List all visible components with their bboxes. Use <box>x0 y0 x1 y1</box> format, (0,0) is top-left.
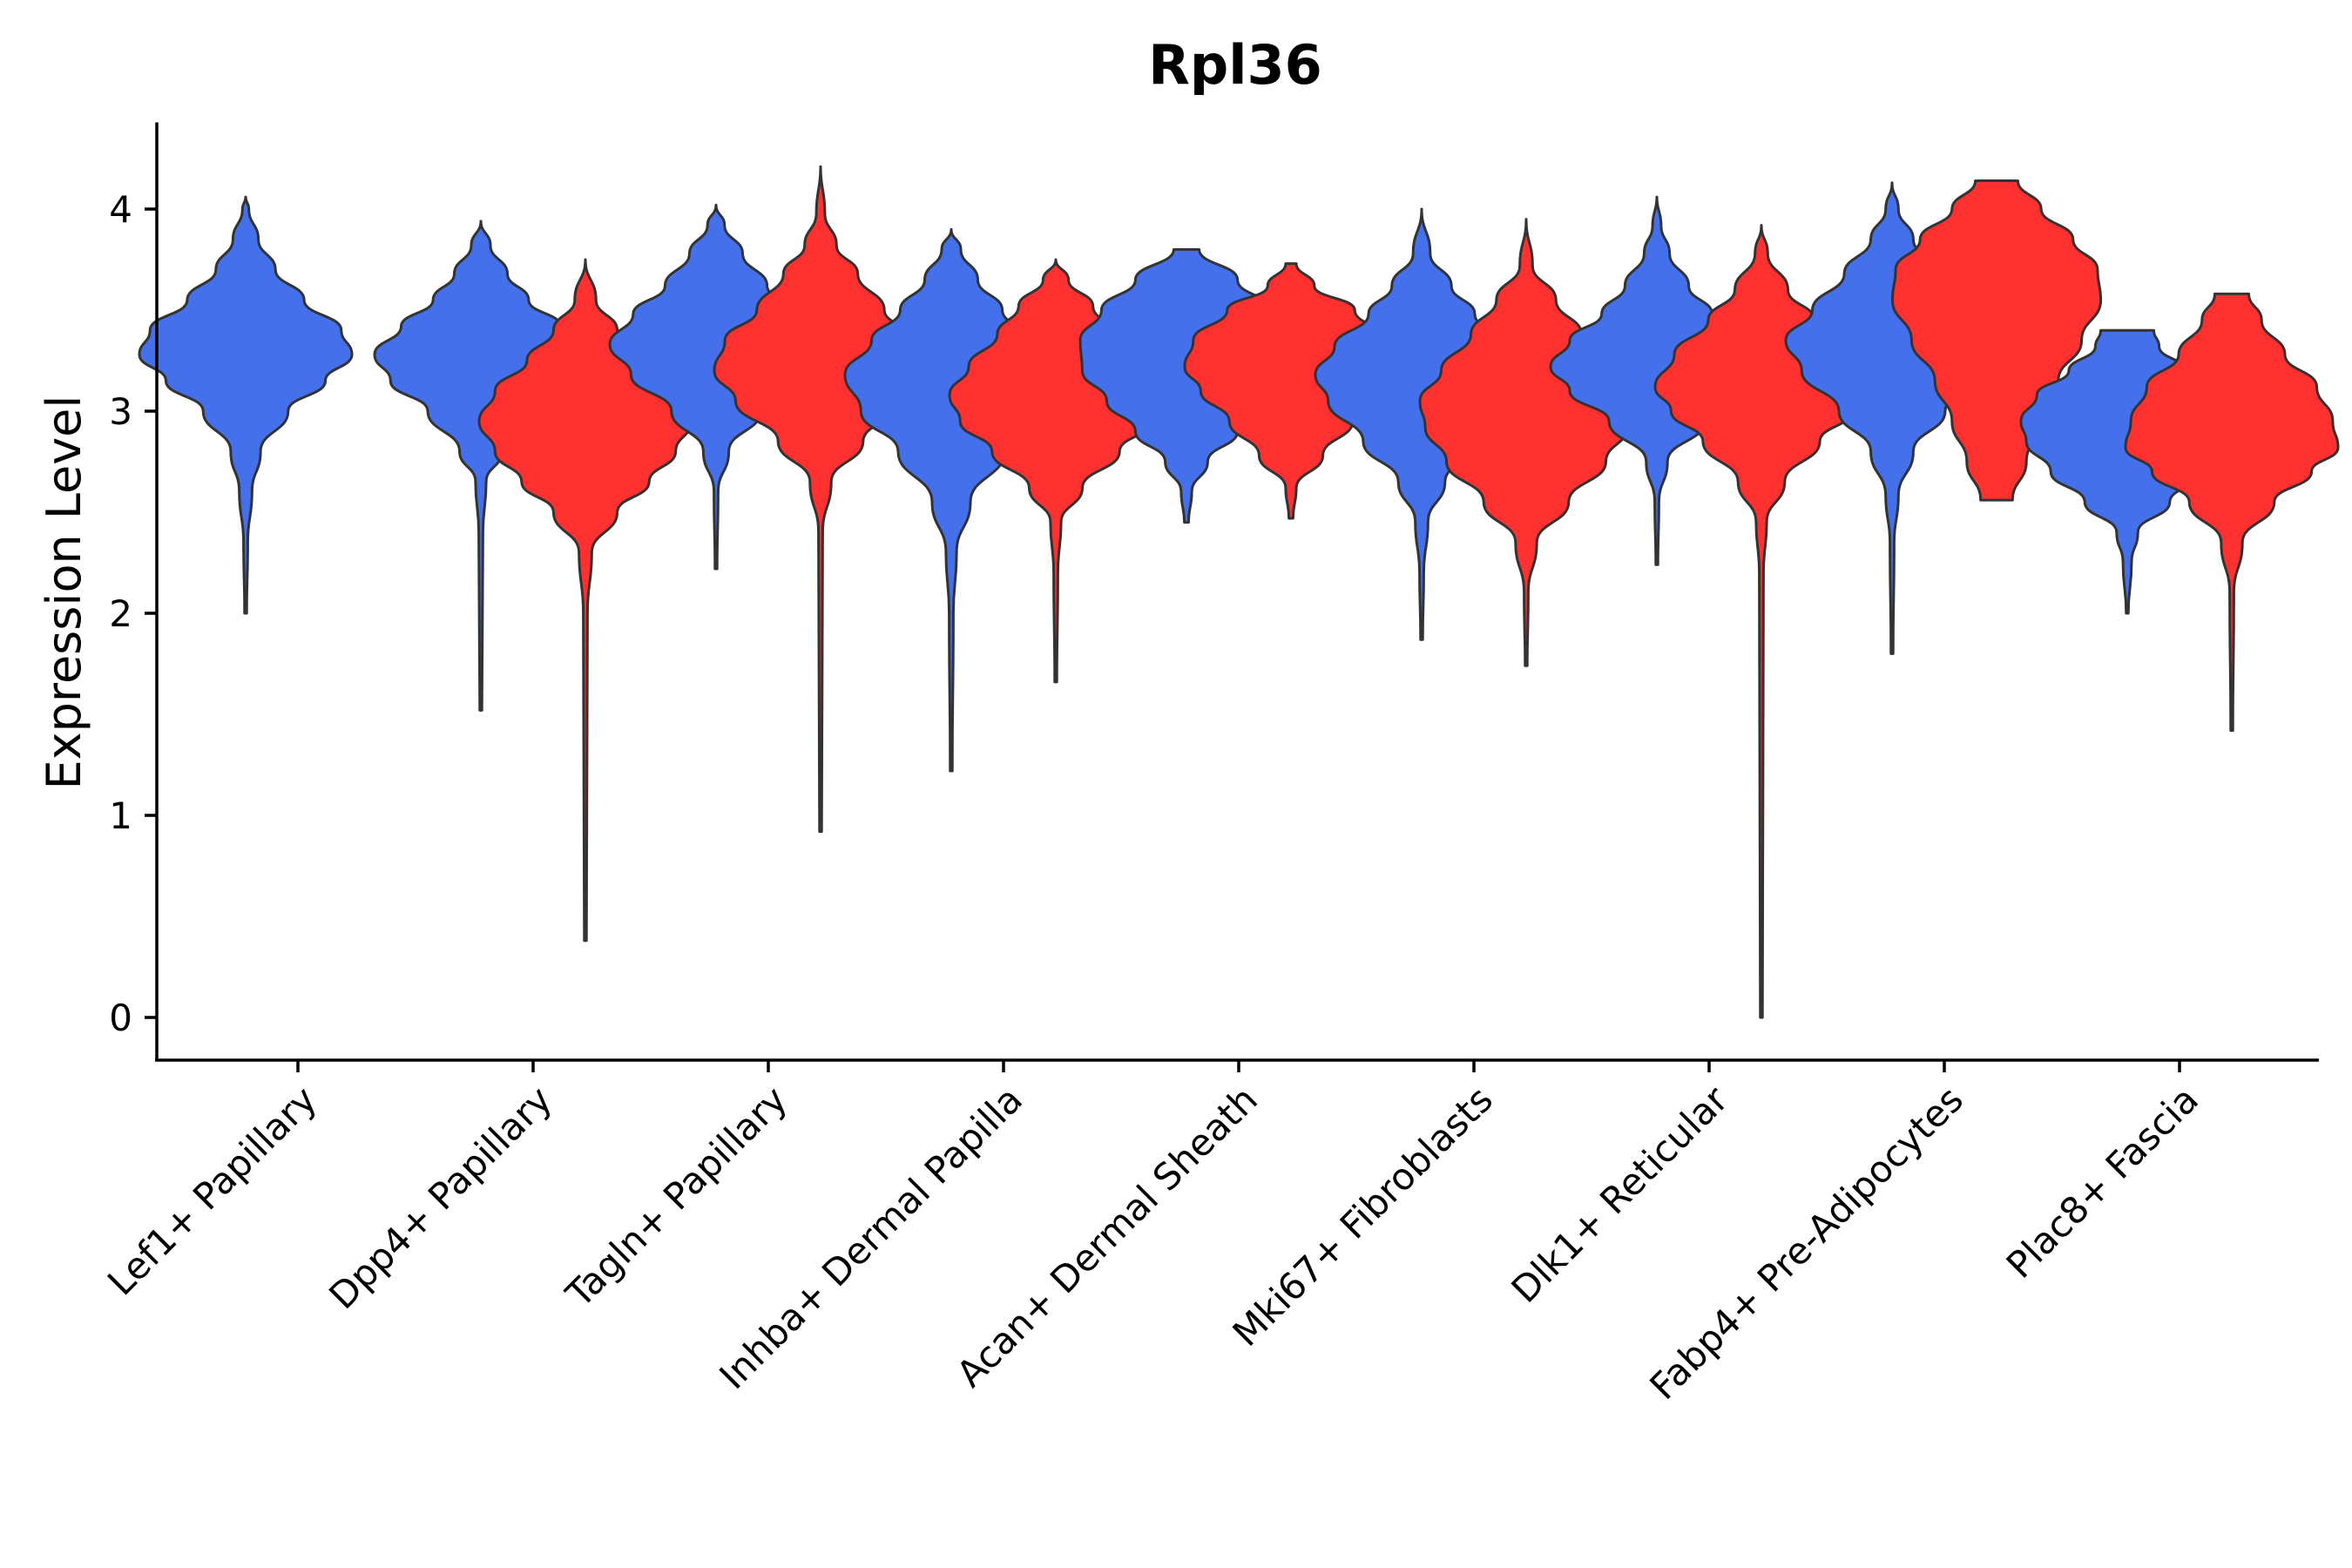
x-tick-label-2: Tagln+ Papillary <box>558 1078 795 1315</box>
violin-red-1 <box>477 258 693 943</box>
y-tick-label-3: 3 <box>109 390 132 433</box>
violin-red-6 <box>1653 224 1869 1019</box>
x-tick-label-0: Lef1+ Papillary <box>99 1078 325 1303</box>
violin-red-8 <box>2124 292 2340 733</box>
chart-title: Rpl36 <box>1148 33 1322 97</box>
y-tick-label-2: 2 <box>109 592 132 635</box>
x-tick-label-6: Dlk1+ Reticular <box>1504 1078 1737 1311</box>
x-tick-label-5: Mki67+ Fibroblasts <box>1225 1078 1501 1354</box>
x-tick-label-1: Dpp4+ Papillary <box>321 1078 560 1317</box>
y-tick-label-0: 0 <box>109 997 132 1039</box>
violins-layer <box>138 165 2340 1019</box>
violin-red-7 <box>1890 179 2103 502</box>
violin-blue-0 <box>138 195 354 615</box>
y-tick-label-1: 1 <box>109 794 132 837</box>
y-axis-label: Expression Level <box>37 395 91 790</box>
y-tick-label-4: 4 <box>109 188 132 231</box>
x-tick-label-8: Plac8+ Fascia <box>1998 1078 2207 1286</box>
